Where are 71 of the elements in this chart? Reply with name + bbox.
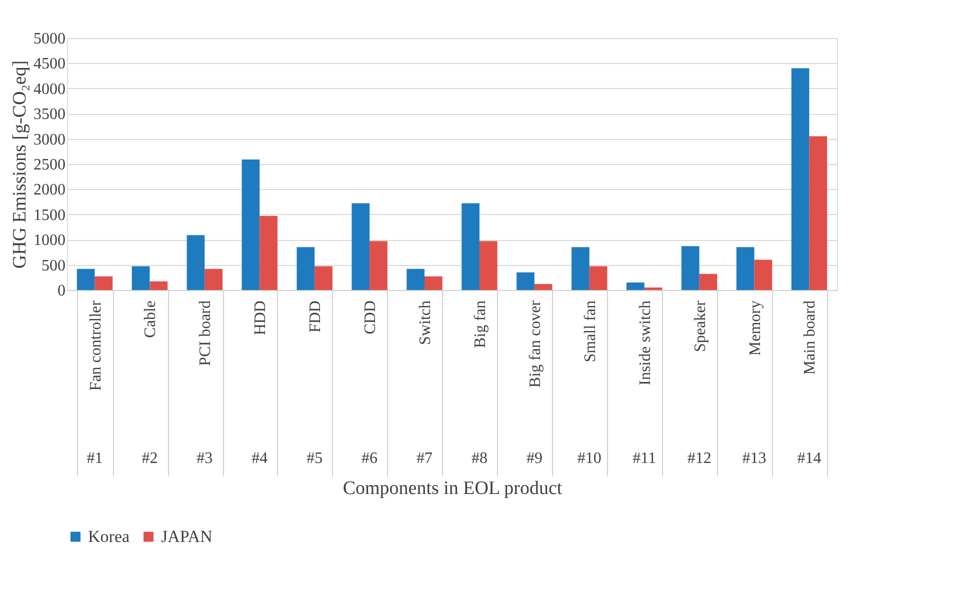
bar [94, 276, 113, 290]
text: #11 [632, 450, 656, 467]
y-tick-label: 2000 [34, 182, 66, 199]
bar [589, 266, 608, 290]
x-tick-label: Big fan cover [526, 300, 544, 388]
x-tick-label: Big fan [472, 300, 489, 348]
legend-label: JAPAN [161, 526, 212, 546]
bar [424, 276, 442, 290]
x-tick-label: Fan controller [87, 300, 104, 391]
text: #10 [577, 450, 602, 467]
bar [150, 281, 168, 290]
y-tick-label: 3000 [34, 131, 66, 148]
text: #4 [252, 450, 268, 467]
bar [132, 266, 150, 290]
x-tick-label: CDD [362, 300, 380, 334]
legend-label: Korea [88, 526, 130, 546]
bar [644, 287, 662, 290]
y-tick-label: 1000 [34, 232, 66, 250]
x-tick-label: Inside switch [636, 300, 654, 386]
x-tick-label: Memory [746, 300, 764, 356]
text: #14 [797, 450, 822, 467]
text: #1 [86, 450, 103, 467]
y-tick-label: 3500 [34, 106, 66, 124]
y-tick-label: 5000 [34, 30, 66, 48]
bar [370, 241, 388, 290]
bar [516, 272, 534, 290]
bar [791, 68, 810, 290]
bar [736, 247, 754, 290]
bar [626, 282, 644, 290]
text: #6 [362, 450, 378, 467]
bar [572, 247, 590, 290]
bar [754, 260, 772, 290]
bar [76, 268, 95, 290]
bar [681, 246, 700, 290]
text: #8 [471, 450, 488, 467]
x-tick-label: Main board [802, 300, 819, 375]
x-tick-label: PCI board [197, 300, 214, 366]
x-tick-label: Cable [142, 300, 160, 338]
x-tick-label: Small fan [582, 300, 599, 362]
x-tick-label: Switch [417, 300, 434, 345]
text: #7 [416, 450, 433, 467]
y-tick-label: 4500 [34, 56, 66, 73]
bar [352, 203, 370, 290]
text: #12 [687, 450, 712, 467]
bar [260, 216, 278, 290]
bar [699, 274, 718, 290]
bar [479, 241, 498, 290]
bar [809, 136, 828, 290]
x-axis-title: Components in EOL product [342, 478, 563, 499]
text: #5 [306, 450, 323, 467]
bar [204, 268, 223, 290]
text: #2 [142, 450, 158, 467]
x-tick-label: FDD [307, 300, 324, 333]
y-tick-label: 500 [42, 257, 66, 274]
bar [186, 235, 205, 290]
y-tick-label: 2500 [34, 156, 66, 174]
bar [314, 266, 332, 290]
text: #3 [196, 450, 213, 467]
x-tick-label: Speaker [692, 300, 709, 352]
x-tick-label: HDD [252, 300, 270, 336]
bar [242, 159, 260, 290]
y-tick-label: 1500 [34, 206, 66, 224]
bar [296, 247, 315, 290]
bar [462, 203, 480, 290]
text: #9 [526, 450, 542, 467]
y-tick-label: 0 [58, 282, 66, 300]
y-tick-label: 4000 [34, 80, 66, 98]
text: #13 [742, 450, 766, 467]
y-axis-title: GHG Emissions [g-CO₂eq] [10, 60, 30, 269]
bar [534, 284, 552, 290]
bar [406, 268, 425, 290]
